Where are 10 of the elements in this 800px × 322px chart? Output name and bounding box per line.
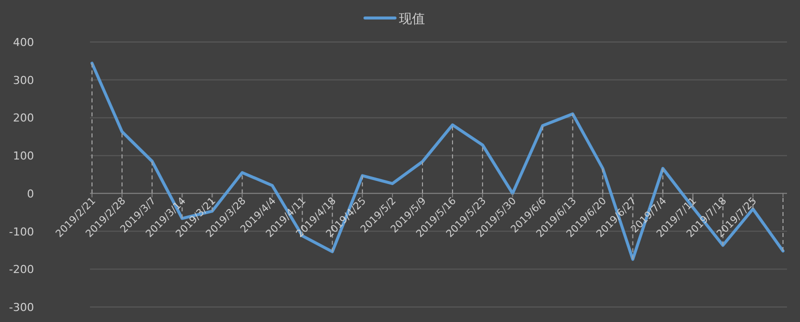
y-tick-label: 300 <box>13 74 34 87</box>
y-tick-label: 200 <box>13 112 34 125</box>
y-tick-label: -100 <box>9 225 34 238</box>
y-tick-label: 400 <box>13 36 34 49</box>
legend-label: 现值 <box>399 12 425 27</box>
y-tick-label: 100 <box>13 150 34 163</box>
y-tick-label: -300 <box>9 301 34 314</box>
y-tick-label: 0 <box>27 187 34 200</box>
y-tick-label: -200 <box>9 263 34 276</box>
legend: 现值 <box>364 12 425 27</box>
